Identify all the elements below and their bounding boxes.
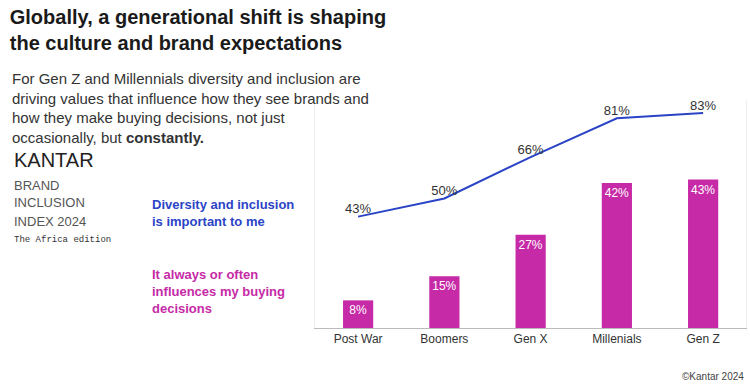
svg-text:81%: 81% — [604, 103, 630, 118]
svg-text:27%: 27% — [518, 238, 542, 252]
svg-text:15%: 15% — [432, 279, 456, 293]
svg-text:43%: 43% — [345, 201, 371, 216]
svg-text:8%: 8% — [349, 303, 367, 317]
svg-text:83%: 83% — [690, 98, 716, 113]
svg-text:Millenials: Millenials — [592, 332, 641, 346]
svg-text:Post War: Post War — [334, 332, 383, 346]
svg-text:For Gen Z and Millennials dive: For Gen Z and Millennials diversity and … — [12, 70, 369, 146]
svg-text:©Kantar 2024: ©Kantar 2024 — [682, 371, 744, 382]
svg-text:50%: 50% — [431, 183, 457, 198]
svg-text:Gen X: Gen X — [514, 332, 548, 346]
svg-text:Diversity and inclusionis impo: Diversity and inclusionis important to m… — [152, 197, 294, 229]
svg-text:It always or ofteninfluences m: It always or ofteninfluences my buyingde… — [152, 267, 285, 316]
svg-text:Gen Z: Gen Z — [686, 332, 719, 346]
svg-text:42%: 42% — [605, 186, 629, 200]
svg-text:Globally, a generational shift: Globally, a generational shift is shapin… — [10, 6, 386, 54]
svg-text:BRAND: BRAND — [14, 178, 60, 193]
svg-text:Boomers: Boomers — [420, 332, 468, 346]
svg-text:KANTAR: KANTAR — [14, 149, 94, 171]
svg-text:66%: 66% — [518, 142, 544, 157]
svg-text:43%: 43% — [691, 183, 715, 197]
svg-text:INCLUSION: INCLUSION — [14, 195, 85, 210]
svg-text:The Africa edition: The Africa edition — [14, 235, 111, 245]
svg-text:INDEX 2024: INDEX 2024 — [14, 214, 86, 229]
